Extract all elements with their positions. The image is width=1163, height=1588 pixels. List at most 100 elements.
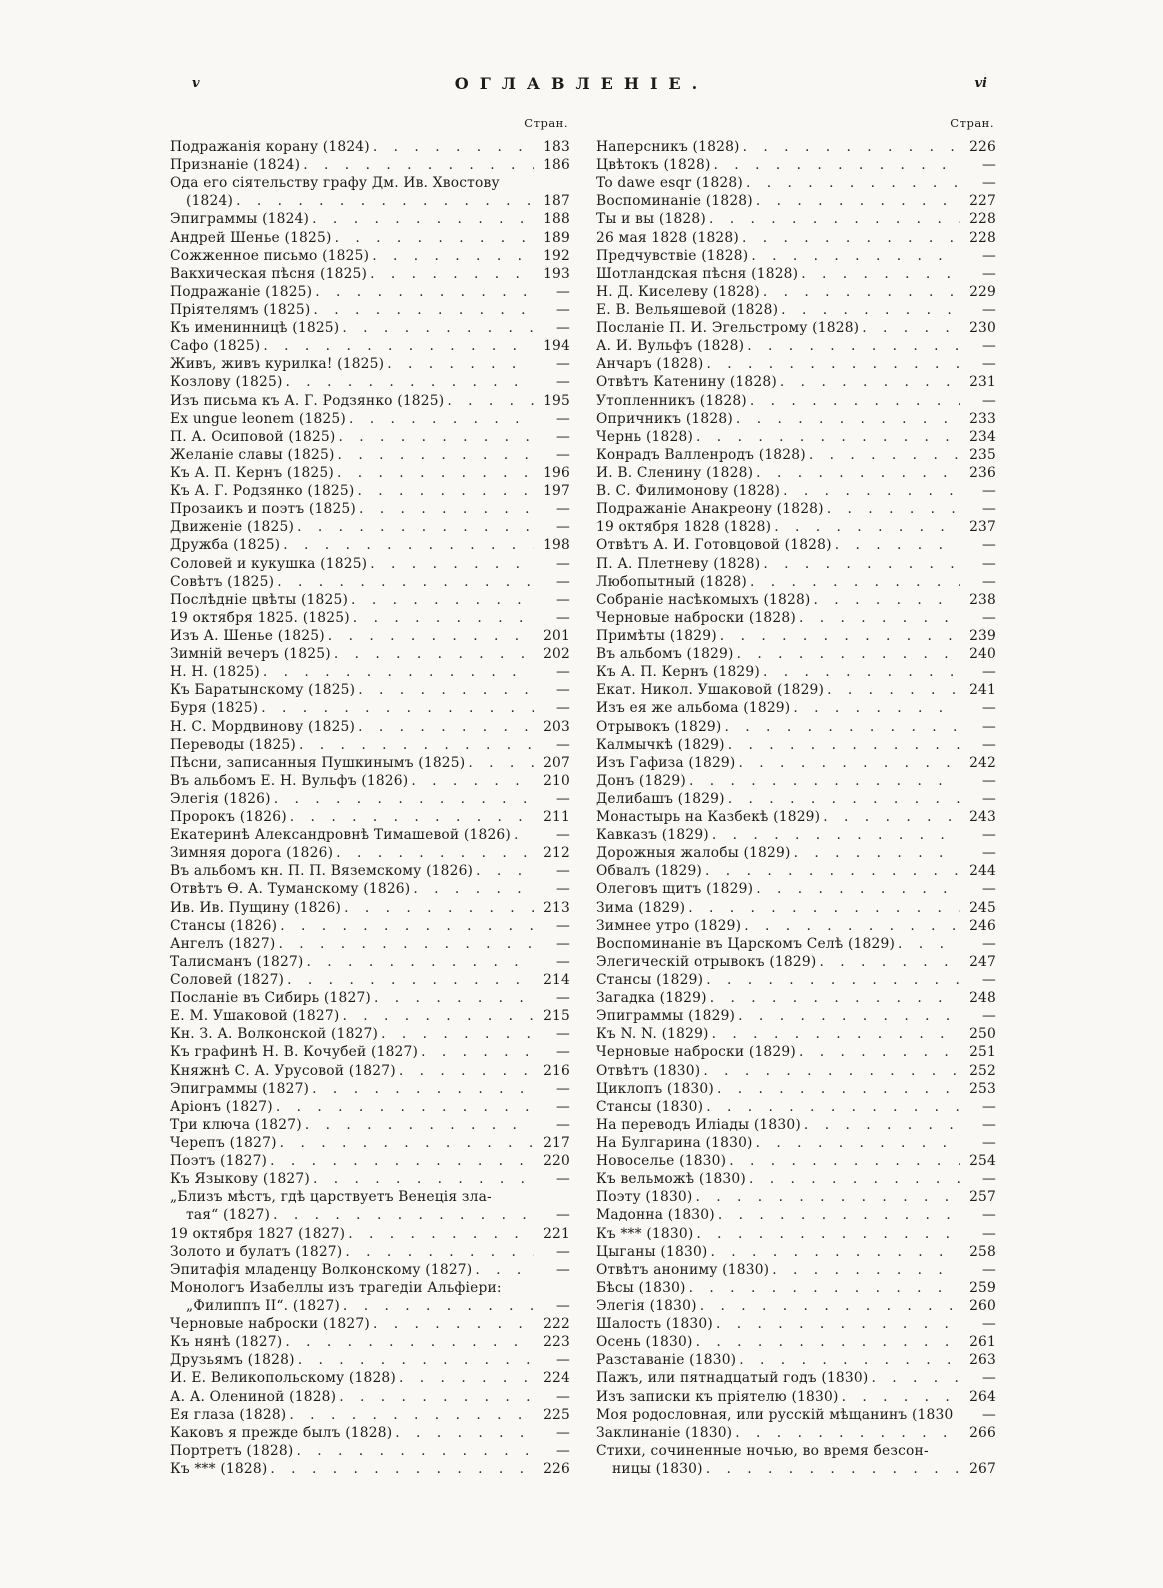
dot-leader xyxy=(692,1188,960,1206)
toc-entry-title: Къ А. П. Кернъ (1829) xyxy=(596,664,760,681)
toc-entry: Екат. Никол. Ушаковой (1829) 241 xyxy=(596,681,996,699)
dot-leader xyxy=(300,156,534,174)
toc-entry: Въ альбомъ (1829) 240 xyxy=(596,645,996,663)
toc-entry-page: 245 xyxy=(969,899,996,916)
dot-leader xyxy=(233,192,534,210)
page-title: ОГЛАВЛЕНІЕ. xyxy=(454,74,709,93)
toc-entry-page: — xyxy=(556,990,570,1007)
toc-entry: Кн. З. А. Волконской (1827) — xyxy=(170,1025,570,1043)
toc-entry: Признаніе (1824) 186 xyxy=(170,156,570,174)
toc-entry-title: Движеніе (1825) xyxy=(170,519,295,536)
toc-entry-title: Опричникъ (1828) xyxy=(596,410,733,427)
dot-leader xyxy=(709,826,960,844)
toc-entry: На переводъ Иліады (1830) — xyxy=(596,1116,996,1134)
dot-leader xyxy=(685,899,960,917)
toc-entry: Въ альбомъ кн. П. П. Вяземскому (1826) — xyxy=(170,862,570,880)
toc-entry: Монастырь на Казбекѣ (1829) 243 xyxy=(596,808,996,826)
dot-leader xyxy=(715,1206,960,1224)
toc-entry-title: Вакхическая пѣсня (1825) xyxy=(170,265,368,282)
toc-entry-title: Соловей и кукушка (1825) xyxy=(170,555,368,572)
toc-entry-title: 19 октября 1825. (1825) xyxy=(170,609,350,626)
dot-leader xyxy=(760,663,960,681)
toc-entry-title: Пажъ, или пятнадцатый годъ (1830) xyxy=(596,1370,869,1387)
toc-entry: Къ А. П. Кернъ (1829) — xyxy=(596,663,996,681)
toc-entry-title: Элегія (1830) xyxy=(596,1298,697,1314)
toc-entry-page: 197 xyxy=(543,483,570,500)
dot-leader xyxy=(778,301,960,319)
toc-entry-page: 238 xyxy=(969,591,996,608)
toc-entry-page: 228 xyxy=(969,211,996,228)
toc-entry: Къ графинѣ Н. В. Кочубей (1827) — xyxy=(170,1043,570,1061)
toc-entry-page: 230 xyxy=(969,320,996,337)
toc-entry: Отвѣтъ (1830) 252 xyxy=(596,1062,996,1080)
toc-entry-title: Сафо (1825) xyxy=(170,338,261,355)
toc-entry-page: 246 xyxy=(969,917,996,934)
toc-entry-title: Предчувствіе (1828) xyxy=(596,247,749,264)
dot-leader xyxy=(703,1098,960,1116)
toc-entry-page: 226 xyxy=(543,1460,570,1477)
toc-entry-title: А. И. Вульфъ (1828) xyxy=(596,338,745,355)
toc-entry-title: Дорожныя жалобы (1829) xyxy=(596,845,791,862)
toc-entry: Пажъ, или пятнадцатый годъ (1830) — xyxy=(596,1369,996,1387)
toc-entry-title: Пророкъ (1826) xyxy=(170,809,287,826)
toc-entry-page: — xyxy=(982,1225,996,1242)
toc-entry: Стансы (1830) — xyxy=(596,1098,996,1116)
toc-entry: Подражаніе Анакреону (1828) — xyxy=(596,500,996,518)
toc-entry-page: — xyxy=(982,790,996,807)
toc-entry: Обвалъ (1829) 244 xyxy=(596,862,996,880)
dot-leader xyxy=(295,1351,534,1369)
toc-entry-title: Три ключа (1827) xyxy=(170,1116,302,1133)
toc-entry: Соловей (1827) 214 xyxy=(170,971,570,989)
dot-leader xyxy=(743,174,960,192)
toc-entry-title: Кавказъ (1829) xyxy=(596,827,709,844)
toc-entry-page: 231 xyxy=(969,374,996,391)
toc-entry-title: Сожженное письмо (1825) xyxy=(170,247,370,264)
toc-entry: А. И. Вульфъ (1828) — xyxy=(596,337,996,355)
toc-entry-page: — xyxy=(556,953,570,970)
toc-entry: Движеніе (1825) — xyxy=(170,518,570,536)
toc-entry-page: 247 xyxy=(969,953,996,970)
toc-entry-title: Въ альбомъ (1829) xyxy=(596,646,734,663)
dot-leader xyxy=(686,1279,960,1297)
toc-entry: Къ А. П. Кернъ (1825) 196 xyxy=(170,464,570,482)
toc-entry-title: Мадонна (1830) xyxy=(596,1207,715,1224)
toc-entry: Новоселье (1830) 254 xyxy=(596,1152,996,1170)
dot-leader xyxy=(370,138,534,156)
toc-entry-page: 266 xyxy=(969,1424,996,1441)
toc-entry: Элегическій отрывокъ (1829) 247 xyxy=(596,953,996,971)
toc-entry-title: тая“ (1827) xyxy=(186,1207,271,1224)
toc-entry-title: Н. С. Мордвинову (1825) xyxy=(170,718,356,735)
toc-entry: Стансы (1829) — xyxy=(596,971,996,989)
toc-entry-page: — xyxy=(556,1207,570,1224)
toc-entry: Отвѣтъ Катенину (1828) 231 xyxy=(596,373,996,391)
toc-entry-title: Подражаніе Анакреону (1828) xyxy=(596,501,824,518)
toc-entry: Живъ, живъ курилка! (1825) — xyxy=(170,355,570,373)
dot-leader xyxy=(267,1460,534,1478)
toc-entry-title: Портретъ (1828) xyxy=(170,1442,294,1459)
toc-entry-title: Примѣты (1829) xyxy=(596,627,717,644)
toc-entry-page: 258 xyxy=(969,1243,996,1260)
toc-entry-title: Пѣсни, записанныя Пушкинымъ (1825) xyxy=(170,754,466,771)
toc-entry: Чернь (1828) 234 xyxy=(596,428,996,446)
toc-entry-title: Кн. З. А. Волконской (1827) xyxy=(170,1026,379,1043)
toc-entry: Монологъ Изабеллы изъ трагедіи Альфіери: xyxy=(170,1279,570,1297)
toc-entry-page: 212 xyxy=(543,845,570,862)
toc-entry-title: ницы (1830) xyxy=(612,1460,703,1477)
toc-entry-title: Переводы (1825) xyxy=(170,736,297,753)
dot-leader xyxy=(713,1315,960,1333)
toc-entry-page: — xyxy=(982,356,996,373)
toc-entry: Андрей Шенье (1825) 189 xyxy=(170,229,570,247)
toc-entry-title: Екат. Никол. Ушаковой (1829) xyxy=(596,682,825,699)
toc-entry-title: Пріятелямъ (1825) xyxy=(170,301,311,318)
toc-entry-title: И. Е. Великопольскому (1828) xyxy=(170,1370,396,1387)
dot-leader xyxy=(798,265,960,283)
dot-leader xyxy=(333,844,534,862)
toc-entry: Н. Д. Киселеву (1828) 229 xyxy=(596,283,996,301)
toc-entry: 19 октября 1828 (1828) 237 xyxy=(596,518,996,536)
dot-leader xyxy=(736,754,961,772)
dot-leader xyxy=(277,1134,534,1152)
toc-entry-title: А. А. Олениной (1828) xyxy=(170,1388,337,1405)
toc-entry: Кавказъ (1829) — xyxy=(596,826,996,844)
toc-entry-title: Черновые наброски (1829) xyxy=(596,1044,796,1061)
